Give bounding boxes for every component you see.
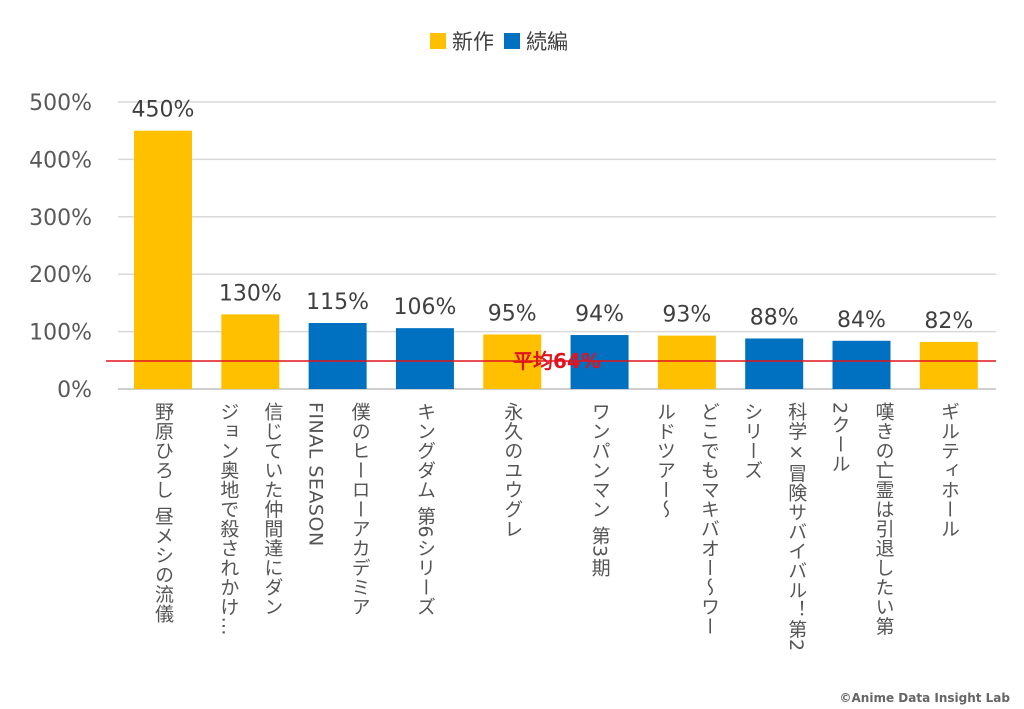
copyright: ©Anime Data Insight Lab — [839, 691, 1010, 705]
bar — [395, 328, 454, 389]
x-tick-label: 永久のユウグレ — [490, 402, 534, 539]
x-tick-label-line: ルドツアー～ — [653, 402, 676, 519]
x-tick-label-line: 野原ひろし 昼メシの流儀 — [152, 402, 174, 624]
data-label: 106% — [393, 295, 456, 320]
legend-item-sequel: 続編 — [504, 26, 568, 56]
x-tick-label-line: 永久のユウグレ — [501, 402, 524, 539]
y-tick-label: 300% — [29, 206, 92, 231]
data-label: 84% — [837, 308, 886, 333]
bar — [221, 314, 280, 389]
data-label: 95% — [488, 301, 537, 326]
legend-label-new: 新作 — [452, 30, 494, 54]
bar — [745, 338, 804, 389]
legend-swatch-sequel — [504, 33, 520, 49]
x-tick-label-line: ジョン奥地で殺されかけ… — [217, 402, 240, 636]
y-tick-label: 200% — [29, 263, 92, 288]
bar — [919, 341, 978, 389]
x-tick-label: ギルティホール — [927, 402, 971, 539]
x-tick-label-line: 2クール — [828, 402, 851, 474]
x-tick-label-line: シリーズ — [741, 402, 764, 480]
legend-label-sequel: 続編 — [526, 30, 568, 54]
legend-swatch-new — [430, 33, 446, 49]
data-label: 115% — [306, 290, 369, 315]
average-label: 平均64% — [513, 349, 601, 373]
x-tick-label: キングダム 第6シリーズ — [403, 402, 447, 616]
bar — [570, 335, 629, 389]
data-label: 82% — [924, 309, 973, 334]
y-tick-label: 500% — [29, 91, 92, 116]
x-tick-label-line: ワンパンマン 第3期 — [588, 402, 611, 578]
data-label: 93% — [662, 303, 711, 328]
x-tick-label: 野原ひろし 昼メシの流儀 — [141, 402, 185, 623]
x-tick-label-line: キングダム 第6シリーズ — [413, 402, 436, 617]
legend-item-new: 新作 — [430, 26, 494, 56]
bar — [832, 340, 891, 389]
x-tick-label: どこでもマキバオー～ワー ルドツアー～ — [643, 402, 731, 636]
y-tick-label: 400% — [29, 148, 92, 173]
x-tick-label: 科学×冒険サバイバル！第2 シリーズ — [730, 402, 818, 652]
x-tick-label: ワンパンマン 第3期 — [578, 402, 622, 577]
data-label: 450% — [132, 98, 195, 123]
x-tick-label-line: 僕のヒーローアカデミア — [348, 402, 371, 617]
x-tick-label: 嘆きの亡霊は引退したい第 2クール — [818, 402, 906, 636]
bar — [308, 322, 367, 389]
x-tick-label-line: どこでもマキバオー～ワー — [697, 402, 720, 636]
x-tick-label-line: 信じていた仲間達にダン — [261, 402, 284, 617]
legend: 新作 続編 — [430, 26, 568, 56]
data-label: 94% — [575, 302, 624, 327]
x-tick-label-line: FINAL SEASON — [304, 402, 327, 547]
x-tick-label-line: ギルティホール — [937, 402, 960, 539]
data-label: 130% — [219, 281, 282, 306]
x-tick-label: 僕のヒーローアカデミア FINAL SEASON — [294, 402, 382, 617]
x-tick-label-line: 科学×冒険サバイバル！第2 — [785, 402, 808, 652]
y-tick-label: 100% — [29, 321, 92, 346]
data-label: 88% — [750, 305, 799, 330]
x-tick-label: 信じていた仲間達にダン ジョン奥地で殺されかけ… — [206, 402, 294, 636]
x-tick-label-line: 嘆きの亡霊は引退したい第 — [872, 402, 895, 636]
y-tick-label: 0% — [57, 378, 92, 403]
bar — [657, 335, 716, 389]
bar — [134, 130, 192, 389]
